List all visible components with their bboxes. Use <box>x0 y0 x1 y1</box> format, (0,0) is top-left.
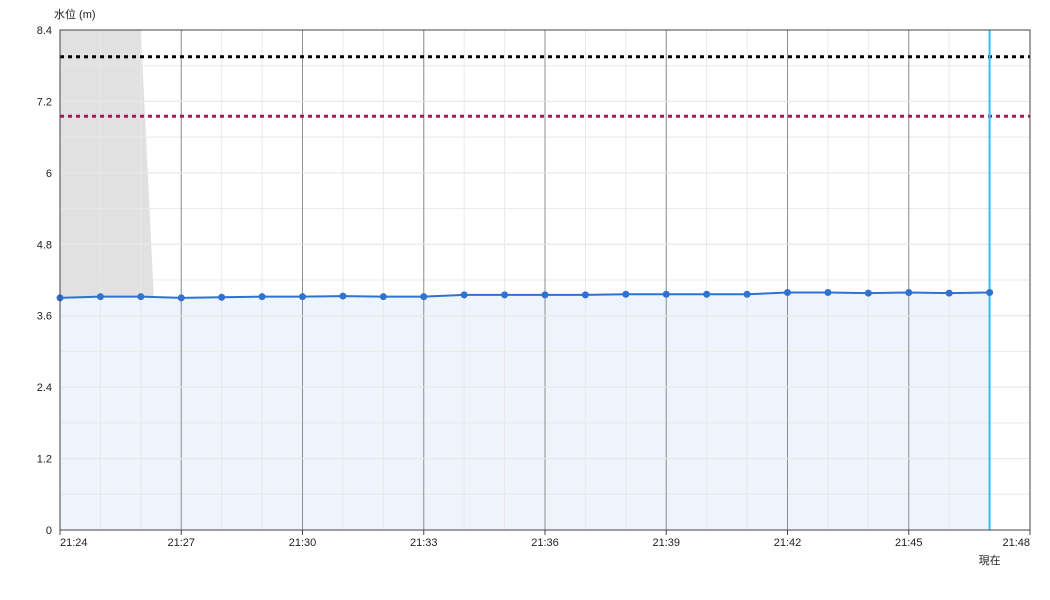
x-tick-label: 21:45 <box>895 537 923 549</box>
series-marker <box>380 293 387 300</box>
y-tick-label: 6 <box>46 168 52 180</box>
chart-svg: 0 1.2 2.4 3.6 4.8 6 7.2 8.4水位 (m) 21:24 21:27 21:3… <box>0 0 1050 600</box>
series-marker <box>582 291 589 298</box>
series-marker <box>946 290 953 297</box>
y-tick-label: 0 <box>46 525 52 537</box>
x-tick-label: 21:48 <box>1002 537 1030 549</box>
x-tick-label: 21:39 <box>652 537 680 549</box>
series-marker <box>259 293 266 300</box>
y-tick-label: 8.4 <box>37 25 52 37</box>
x-tick-label: 21:36 <box>531 537 559 549</box>
x-tick-label: 21:24 <box>60 537 88 549</box>
x-tick-label: 21:27 <box>167 537 195 549</box>
y-tick-label: 1.2 <box>37 454 52 466</box>
y-tick-label: 4.8 <box>37 239 52 251</box>
now-label: 現在 <box>979 554 1001 567</box>
series-marker <box>97 293 104 300</box>
series-marker <box>299 293 306 300</box>
x-tick-label: 21:42 <box>774 537 802 549</box>
series-marker <box>824 289 831 296</box>
series-marker <box>218 294 225 301</box>
series-marker <box>865 290 872 297</box>
y-tick-label: 7.2 <box>37 96 52 108</box>
series-marker <box>542 291 549 298</box>
series-marker <box>420 293 427 300</box>
series-marker <box>339 293 346 300</box>
series-marker <box>461 291 468 298</box>
series-marker <box>703 291 710 298</box>
x-tick-label: 21:33 <box>410 537 438 549</box>
x-tick-label: 21:30 <box>289 537 317 549</box>
y-tick-label: 3.6 <box>37 311 52 323</box>
series-marker <box>501 291 508 298</box>
series-marker <box>905 289 912 296</box>
series-marker <box>663 291 670 298</box>
series-marker <box>622 291 629 298</box>
series-marker <box>784 289 791 296</box>
series-marker <box>744 291 751 298</box>
y-tick-label: 2.4 <box>37 382 52 394</box>
water-level-chart: 0 1.2 2.4 3.6 4.8 6 7.2 8.4水位 (m) 21:24 21:27 21:3… <box>0 0 1050 600</box>
series-marker <box>986 289 993 296</box>
series-marker <box>178 294 185 301</box>
y-axis-title: 水位 (m) <box>54 7 96 21</box>
series-marker <box>137 293 144 300</box>
